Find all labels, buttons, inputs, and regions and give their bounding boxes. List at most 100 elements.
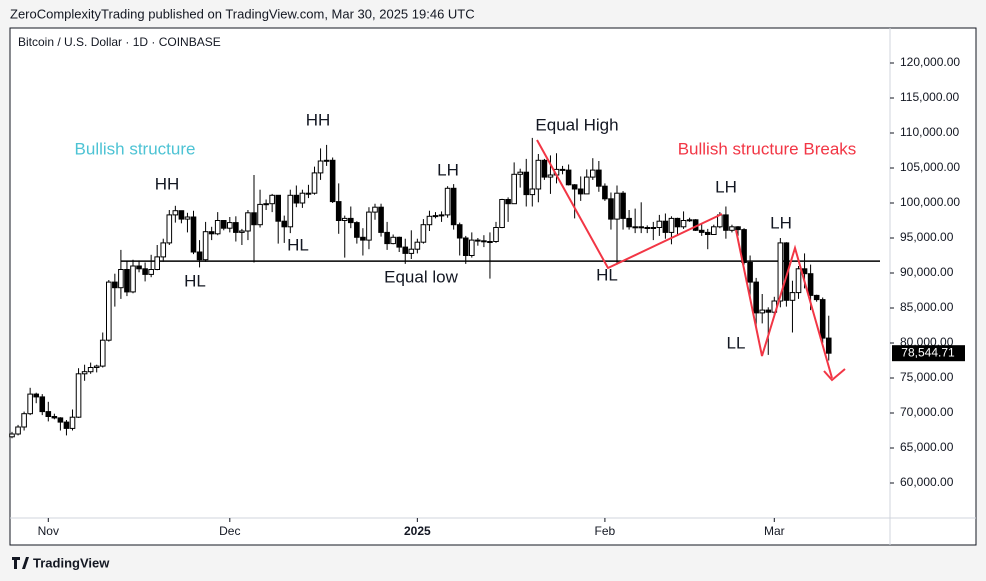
candle-body	[384, 231, 390, 245]
candle-body	[51, 416, 58, 419]
annotation: HL	[596, 265, 618, 284]
candle-body	[511, 173, 517, 205]
candle-body	[674, 217, 681, 228]
candle-body	[220, 220, 227, 229]
candle-body	[426, 215, 433, 226]
candle-body	[390, 236, 396, 245]
last-price-tag	[892, 345, 965, 362]
candle-body	[420, 224, 427, 243]
candle-body	[251, 212, 257, 226]
candle-body	[626, 217, 632, 228]
annotation: Equal High	[535, 115, 618, 134]
candle-body	[178, 210, 185, 220]
candle-body	[329, 159, 336, 203]
candle-body	[735, 226, 741, 231]
candle-body	[257, 203, 263, 226]
candle-body	[45, 411, 52, 418]
candle-body	[493, 227, 499, 242]
drawings	[536, 139, 846, 382]
candle-body	[348, 217, 354, 224]
logo-icon	[12, 557, 29, 569]
plot: 60,000.0065,000.0070,000.0075,000.0080,0…	[9, 55, 965, 538]
candle-body	[21, 413, 27, 428]
x-tick-label: Dec	[219, 524, 240, 538]
candle-body	[299, 192, 306, 204]
annotation: HH	[306, 110, 331, 129]
y-tick-label: 70,000.00	[900, 405, 954, 419]
candle-body	[444, 187, 451, 216]
candle-body	[789, 292, 796, 301]
candle-body	[462, 237, 469, 256]
candle-body	[81, 371, 88, 375]
candle-body	[450, 187, 457, 226]
candle-body	[311, 172, 318, 194]
candle-body	[214, 220, 221, 235]
annotation: HL	[184, 271, 206, 290]
candle-body	[650, 227, 657, 229]
y-tick-label: 75,000.00	[900, 370, 954, 384]
annotation: LL	[727, 333, 746, 352]
candle-body	[408, 248, 415, 254]
candle-body	[753, 281, 759, 314]
annotation: HL	[287, 235, 309, 254]
candle-body	[9, 433, 15, 438]
candle-body	[686, 219, 693, 222]
candle-body	[602, 185, 608, 200]
annotation: Bullish structure	[75, 139, 196, 158]
y-tick-label: 110,000.00	[900, 125, 959, 139]
x-tick-label: Feb	[595, 524, 616, 538]
candle-body	[487, 241, 493, 243]
candle-body	[335, 201, 342, 222]
candle-body	[438, 214, 445, 217]
candle-body	[154, 256, 160, 270]
candle-body	[571, 184, 578, 190]
annotation: LH	[715, 177, 737, 196]
candle-body	[680, 220, 687, 228]
candle-body	[565, 169, 572, 186]
annotation: Equal low	[384, 267, 458, 286]
candle-body	[184, 216, 191, 220]
candle-body	[287, 194, 294, 228]
candle-body	[63, 421, 70, 429]
candle-body	[269, 194, 275, 205]
candle-body	[825, 337, 832, 354]
candle-body	[112, 281, 118, 289]
candle-body	[15, 426, 21, 435]
candle-body	[402, 246, 409, 254]
candle-body	[541, 159, 548, 178]
candle-body	[142, 268, 148, 275]
candle-body	[813, 294, 820, 301]
candle-body	[741, 229, 747, 264]
candle-body	[305, 192, 312, 195]
candle-body	[723, 214, 729, 231]
candle-body	[777, 242, 784, 302]
x-tick-label: Nov	[38, 524, 59, 538]
candle-body	[245, 212, 251, 232]
annotation: Bullish structure Breaks	[678, 139, 857, 158]
candle-body	[166, 214, 173, 244]
candle-body	[160, 242, 167, 258]
y-tick-label: 65,000.00	[900, 440, 954, 454]
candle-body	[614, 192, 620, 220]
candle-body	[323, 159, 330, 162]
candle-body	[396, 236, 402, 248]
candle-body	[27, 393, 33, 415]
breakdown-line	[735, 229, 833, 379]
y-tick-label: 95,000.00	[900, 230, 954, 244]
candle-body	[535, 159, 542, 190]
candle-body	[378, 206, 384, 233]
candle-body	[765, 309, 772, 313]
candle-body	[547, 174, 554, 178]
candle-body	[293, 194, 300, 204]
candle-body	[608, 198, 614, 220]
candle-body	[529, 188, 536, 196]
candle-body	[620, 192, 626, 219]
candle-body	[172, 210, 179, 216]
annotation: LH	[770, 213, 792, 232]
candle-body	[475, 239, 481, 242]
candle-body	[263, 203, 269, 206]
candle-body	[747, 262, 753, 283]
candle-body	[317, 160, 324, 174]
candle-body	[577, 188, 584, 195]
